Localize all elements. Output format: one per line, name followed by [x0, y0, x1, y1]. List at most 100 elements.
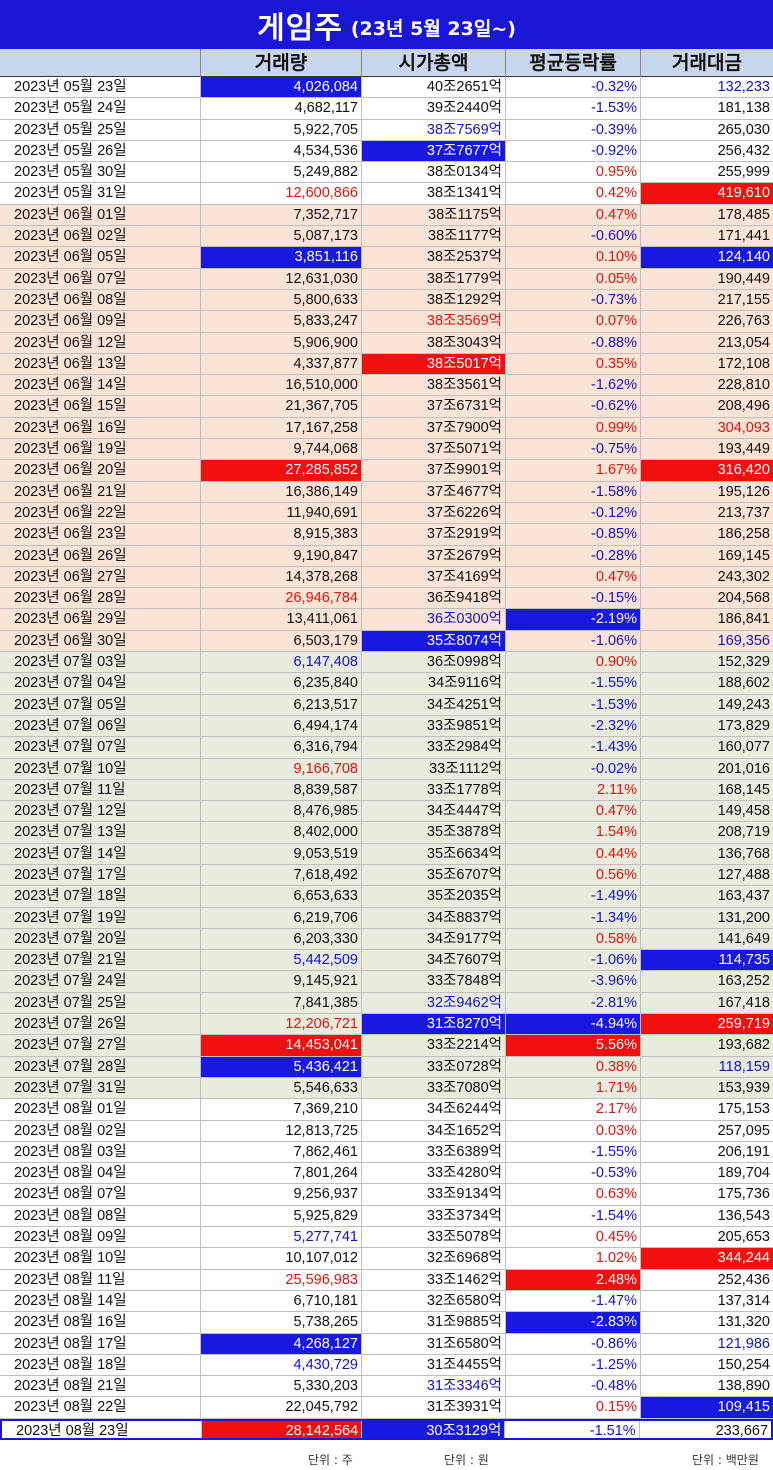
- table-row: 2023년 08월 02일 12,813,725 34조1652억 0.03% 257,…: [0, 1120, 773, 1142]
- cell-market-cap: 38조0134억: [361, 162, 505, 183]
- cell-market-cap: 40조2651억: [361, 77, 505, 98]
- cell-date: 2023년 07월 04일: [14, 675, 127, 692]
- table-row: 2023년 07월 07일 6,316,794 33조2984억 -1.43% 160,…: [0, 737, 773, 759]
- cell-trade-amount: 208,496: [640, 396, 773, 417]
- cell-trade-amount: 204,568: [640, 588, 773, 609]
- cell-market-cap: 38조7569억: [361, 119, 505, 140]
- cell-volume: 25,596,983: [200, 1269, 361, 1290]
- cell-trade-amount: 255,999: [640, 162, 773, 183]
- cell-market-cap: 33조4280억: [361, 1163, 505, 1184]
- cell-volume: 9,053,519: [200, 843, 361, 864]
- cell-date: 2023년 07월 03일: [14, 654, 127, 671]
- cell-trade-amount: 153,939: [640, 1077, 773, 1099]
- cell-date: 2023년 07월 20일: [14, 930, 127, 947]
- table-row: 2023년 08월 17일 4,268,127 31조6580억 -0.86% 121,…: [0, 1333, 773, 1355]
- cell-date: 2023년 06월 02일: [14, 228, 127, 245]
- cell-date: 2023년 07월 14일: [14, 845, 127, 862]
- cell-avg-change: -1.62%: [505, 375, 640, 396]
- table-body: 2023년 05월 23일 4,026,084 40조2651억 -0.32% 132,…: [0, 77, 773, 1440]
- cell-volume: 4,026,084: [200, 77, 361, 98]
- cell-date: 2023년 08월 04일: [14, 1165, 127, 1182]
- cell-avg-change: 1.02%: [505, 1248, 640, 1269]
- cell-trade-amount: 175,736: [640, 1184, 773, 1205]
- table-row: 2023년 07월 10일 9,166,708 33조1112억 -0.02% 201,…: [0, 758, 773, 780]
- table-row: 2023년 05월 24일 4,682,117 39조2440억 -1.53% 181,…: [0, 98, 773, 120]
- cell-volume: 7,801,264: [200, 1163, 361, 1184]
- cell-avg-change: -2.32%: [505, 715, 640, 737]
- cell-volume: 5,330,203: [200, 1376, 361, 1397]
- table-row: 2023년 07월 24일 9,145,921 33조7848억 -3.96% 163,…: [0, 971, 773, 993]
- cell-trade-amount: 141,649: [640, 928, 773, 950]
- cell-avg-change: -1.58%: [505, 481, 640, 502]
- cell-market-cap: 34조1652억: [361, 1120, 505, 1141]
- cell-avg-change: -0.48%: [505, 1376, 640, 1397]
- cell-date: 2023년 06월 09일: [14, 313, 127, 330]
- cell-market-cap: 38조1177억: [361, 226, 505, 247]
- cell-volume: 4,534,536: [200, 140, 361, 162]
- table-row: 2023년 08월 07일 9,256,937 33조9134억 0.63% 175,7…: [0, 1184, 773, 1206]
- cell-date: 2023년 06월 22일: [14, 504, 127, 521]
- cell-market-cap: 33조1778억: [361, 779, 505, 801]
- cell-trade-amount: 252,436: [640, 1269, 773, 1290]
- cell-volume: 7,862,461: [200, 1141, 361, 1163]
- header-volume: 거래량: [200, 49, 361, 77]
- cell-avg-change: 2.17%: [505, 1099, 640, 1120]
- cell-date: 2023년 07월 28일: [14, 1058, 127, 1075]
- cell-market-cap: 38조1292억: [361, 289, 505, 311]
- cell-avg-change: -0.73%: [505, 289, 640, 311]
- cell-date: 2023년 05월 26일: [14, 142, 127, 159]
- cell-avg-change: -1.51%: [504, 1420, 638, 1439]
- cell-market-cap: 32조9462억: [361, 992, 505, 1014]
- cell-avg-change: 0.10%: [505, 247, 640, 268]
- cell-avg-change: 0.35%: [505, 353, 640, 375]
- cell-trade-amount: 132,233: [640, 77, 773, 98]
- header-trade-amount: 거래대금: [640, 49, 773, 77]
- cell-market-cap: 34조9116억: [361, 673, 505, 694]
- table-row: 2023년 06월 27일 14,378,268 37조4169억 0.47% 243,…: [0, 566, 773, 589]
- cell-volume: 11,940,691: [200, 502, 361, 524]
- cell-date: 2023년 06월 19일: [14, 441, 127, 458]
- cell-volume: 5,546,633: [200, 1077, 361, 1099]
- cell-date: 2023년 08월 07일: [14, 1186, 127, 1203]
- cell-date: 2023년 07월 12일: [14, 803, 127, 820]
- cell-trade-amount: 172,108: [640, 353, 773, 375]
- cell-trade-amount: 188,602: [640, 673, 773, 694]
- cell-date: 2023년 06월 01일: [14, 206, 127, 223]
- cell-avg-change: 1.71%: [505, 1077, 640, 1099]
- cell-volume: 26,946,784: [200, 588, 361, 609]
- cell-trade-amount: 150,254: [640, 1354, 773, 1376]
- cell-market-cap: 37조7677억: [361, 140, 505, 162]
- cell-volume: 6,316,794: [200, 737, 361, 758]
- table-row: 2023년 08월 14일 6,710,181 32조6580억 -1.47% 137,…: [0, 1290, 773, 1313]
- cell-avg-change: 0.03%: [505, 1120, 640, 1141]
- cell-market-cap: 33조1462억: [361, 1269, 505, 1290]
- cell-avg-change: -0.32%: [505, 77, 640, 98]
- table-row: 2023년 06월 28일 26,946,784 36조9418억 -0.15% 204…: [0, 588, 773, 610]
- cell-avg-change: -0.12%: [505, 502, 640, 524]
- cell-trade-amount: 171,441: [640, 226, 773, 247]
- cell-date: 2023년 06월 30일: [14, 632, 127, 649]
- cell-date: 2023년 08월 16일: [14, 1314, 127, 1331]
- table-row: 2023년 08월 09일 5,277,741 33조5078억 0.45% 205,6…: [0, 1227, 773, 1249]
- cell-trade-amount: 259,719: [640, 1014, 773, 1035]
- cell-date: 2023년 05월 23일: [14, 79, 127, 95]
- cell-avg-change: -2.81%: [505, 992, 640, 1014]
- table-row: 2023년 07월 17일 7,618,492 35조6707억 0.56% 127,4…: [0, 864, 773, 887]
- table-row: 2023년 08월 16일 5,738,265 31조9885억 -2.83% 131,…: [0, 1312, 773, 1334]
- cell-trade-amount: 152,329: [640, 652, 773, 673]
- cell-market-cap: 32조6580억: [361, 1290, 505, 1312]
- cell-avg-change: -0.86%: [505, 1333, 640, 1354]
- cell-market-cap: 33조9851억: [361, 715, 505, 737]
- cell-market-cap: 33조2984억: [361, 737, 505, 758]
- cell-avg-change: 0.45%: [505, 1227, 640, 1248]
- cell-volume: 6,147,408: [200, 652, 361, 673]
- cell-date: 2023년 06월 21일: [14, 483, 127, 500]
- cell-trade-amount: 131,320: [640, 1312, 773, 1333]
- cell-trade-amount: 193,682: [640, 1035, 773, 1056]
- table-row: 2023년 06월 20일 27,285,852 37조9901억 1.67% 316,…: [0, 460, 773, 482]
- cell-market-cap: 37조6226억: [361, 502, 505, 524]
- cell-volume: 6,203,330: [200, 928, 361, 950]
- cell-volume: 14,378,268: [200, 566, 361, 588]
- cell-date: 2023년 06월 20일: [14, 462, 127, 479]
- cell-avg-change: 0.05%: [505, 268, 640, 289]
